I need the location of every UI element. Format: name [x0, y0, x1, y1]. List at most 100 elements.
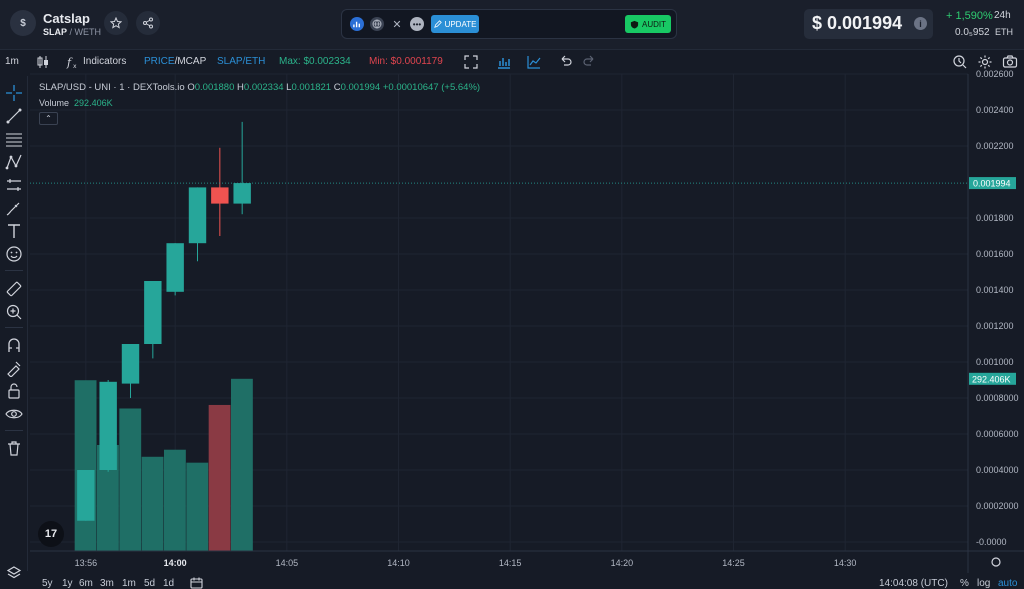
- trend-line-icon[interactable]: [5, 107, 23, 125]
- share-button[interactable]: [136, 11, 160, 35]
- redo-icon[interactable]: [582, 54, 598, 70]
- candle-style-icon[interactable]: [35, 54, 51, 70]
- settings-icon[interactable]: [977, 54, 993, 70]
- globe-icon[interactable]: [370, 17, 384, 31]
- price-change-period: 24h: [994, 10, 1011, 21]
- text-icon[interactable]: [5, 222, 23, 240]
- price-option[interactable]: PRICE: [144, 56, 175, 67]
- legend-change: +0.00010647 (+5.64%): [382, 82, 481, 93]
- crosshair-icon[interactable]: [5, 84, 23, 102]
- price-tick-label: 0.001200: [976, 321, 1014, 331]
- price-tick-label: 0.002400: [976, 105, 1014, 115]
- current-price-tag: [969, 177, 1016, 190]
- legend-open-key: O: [187, 82, 195, 93]
- indicators-button[interactable]: Indicators: [83, 56, 127, 67]
- price-tick-label: 0.002600: [976, 69, 1014, 79]
- auto-scale-button[interactable]: auto: [998, 578, 1018, 589]
- price-tick-label: 0.002200: [976, 141, 1014, 151]
- price-tick-label: 0.001600: [976, 249, 1014, 259]
- layers-icon[interactable]: [6, 565, 22, 581]
- x-twitter-icon[interactable]: ✕: [392, 18, 402, 31]
- price-mcap-toggle[interactable]: PRICE/MCAP: [144, 56, 206, 67]
- price-change-pct: + 1,590%: [946, 10, 993, 22]
- range-1m[interactable]: 1m: [122, 578, 136, 589]
- more-icon[interactable]: •••: [410, 17, 424, 31]
- chevron-up-icon: ⌃: [45, 114, 52, 123]
- ruler-icon[interactable]: [5, 280, 23, 298]
- eth-unit: ETH: [995, 27, 1013, 37]
- time-tick-label: 14:15: [499, 558, 522, 568]
- svg-text:x: x: [73, 63, 77, 70]
- range-1y[interactable]: 1y: [62, 578, 73, 589]
- log-scale-button[interactable]: log: [977, 578, 991, 589]
- volume-bar: [208, 404, 231, 551]
- info-icon[interactable]: i: [914, 17, 927, 30]
- min-price: Min: $0.0001179: [369, 56, 443, 67]
- tradingview-logo[interactable]: 17: [38, 521, 64, 547]
- alert-icon[interactable]: [952, 54, 968, 70]
- update-button[interactable]: UPDATE: [431, 15, 479, 33]
- unlock-icon[interactable]: [5, 382, 23, 400]
- emoji-icon[interactable]: [5, 245, 23, 263]
- line-chart-icon[interactable]: [526, 54, 542, 70]
- mcap-option[interactable]: /MCAP: [174, 56, 207, 67]
- calendar-icon[interactable]: [190, 577, 203, 589]
- axis-settings-icon[interactable]: [991, 557, 1001, 567]
- fib-retracement-icon[interactable]: [5, 130, 23, 148]
- volume-tag: [969, 372, 1016, 385]
- legend-high-key: H: [237, 82, 244, 93]
- star-icon: [110, 17, 122, 29]
- chart-link-icon[interactable]: [350, 17, 364, 31]
- range-6m[interactable]: 6m: [79, 578, 93, 589]
- time-tick-label: 13:56: [75, 558, 98, 568]
- candle-body: [99, 381, 117, 470]
- header: $ Catslap SLAP / WETH ✕ ••• UPDATE AUDIT…: [0, 0, 1024, 50]
- volume-bar: [186, 462, 209, 551]
- price-chart[interactable]: 0.001994 292.406K -0.0000 0.0002000 0.00040…: [0, 0, 1024, 574]
- pair-toggle[interactable]: SLAP/ETH: [217, 56, 266, 67]
- magnet-icon[interactable]: [5, 336, 23, 354]
- candle-body: [121, 344, 140, 384]
- current-price-line: 0.001994 292.406K: [30, 177, 1016, 385]
- audit-button[interactable]: AUDIT: [625, 15, 671, 33]
- fullscreen-icon[interactable]: [463, 54, 479, 70]
- forecast-icon[interactable]: [5, 176, 23, 194]
- time-axis: 13:56 14:00 14:05 14:10 14:15 14:20 14:25 14:30: [75, 558, 857, 568]
- range-5y[interactable]: 5y: [42, 578, 53, 589]
- utc-clock[interactable]: 14:04:08 (UTC): [879, 578, 948, 589]
- time-tick-label: 14:10: [387, 558, 410, 568]
- price-tick-label: 0.001000: [976, 357, 1014, 367]
- time-tick-label: 14:00: [164, 558, 187, 568]
- camera-icon[interactable]: [1002, 54, 1018, 70]
- favorite-button[interactable]: [104, 11, 128, 35]
- volume-bar: [119, 408, 142, 551]
- interval-selector[interactable]: 1m: [5, 56, 19, 67]
- range-1d[interactable]: 1d: [163, 578, 175, 589]
- eth-price: 0.0₅952: [955, 27, 990, 38]
- svg-text:f: f: [66, 56, 73, 69]
- percent-scale-button[interactable]: %: [960, 578, 969, 589]
- pattern-icon[interactable]: [5, 153, 23, 171]
- brush-icon[interactable]: [5, 199, 23, 217]
- undo-icon[interactable]: [557, 54, 573, 70]
- eye-icon[interactable]: [5, 405, 23, 423]
- range-3m[interactable]: 3m: [100, 578, 114, 589]
- lock-drawing-icon[interactable]: [5, 359, 23, 377]
- current-price: $ 0.001994: [812, 13, 903, 33]
- range-5d[interactable]: 5d: [144, 578, 156, 589]
- token-links-bar: ✕ ••• UPDATE AUDIT: [341, 9, 677, 39]
- token-pair: SLAP / WETH: [43, 27, 101, 37]
- edit-icon: [433, 20, 442, 28]
- candle-body: [166, 243, 184, 292]
- trash-icon[interactable]: [5, 439, 23, 457]
- bar-chart-icon[interactable]: [496, 54, 512, 70]
- zoom-in-icon[interactable]: [5, 303, 23, 321]
- shield-icon: [630, 20, 639, 29]
- price-tick-label: 0.001800: [976, 213, 1014, 223]
- collapse-legend-button[interactable]: ⌃: [39, 112, 58, 125]
- max-price: Max: $0.002334: [279, 56, 351, 67]
- price-tick-label: -0.0000: [976, 537, 1007, 547]
- candlesticks: [77, 121, 251, 521]
- token-name: Catslap: [43, 11, 90, 26]
